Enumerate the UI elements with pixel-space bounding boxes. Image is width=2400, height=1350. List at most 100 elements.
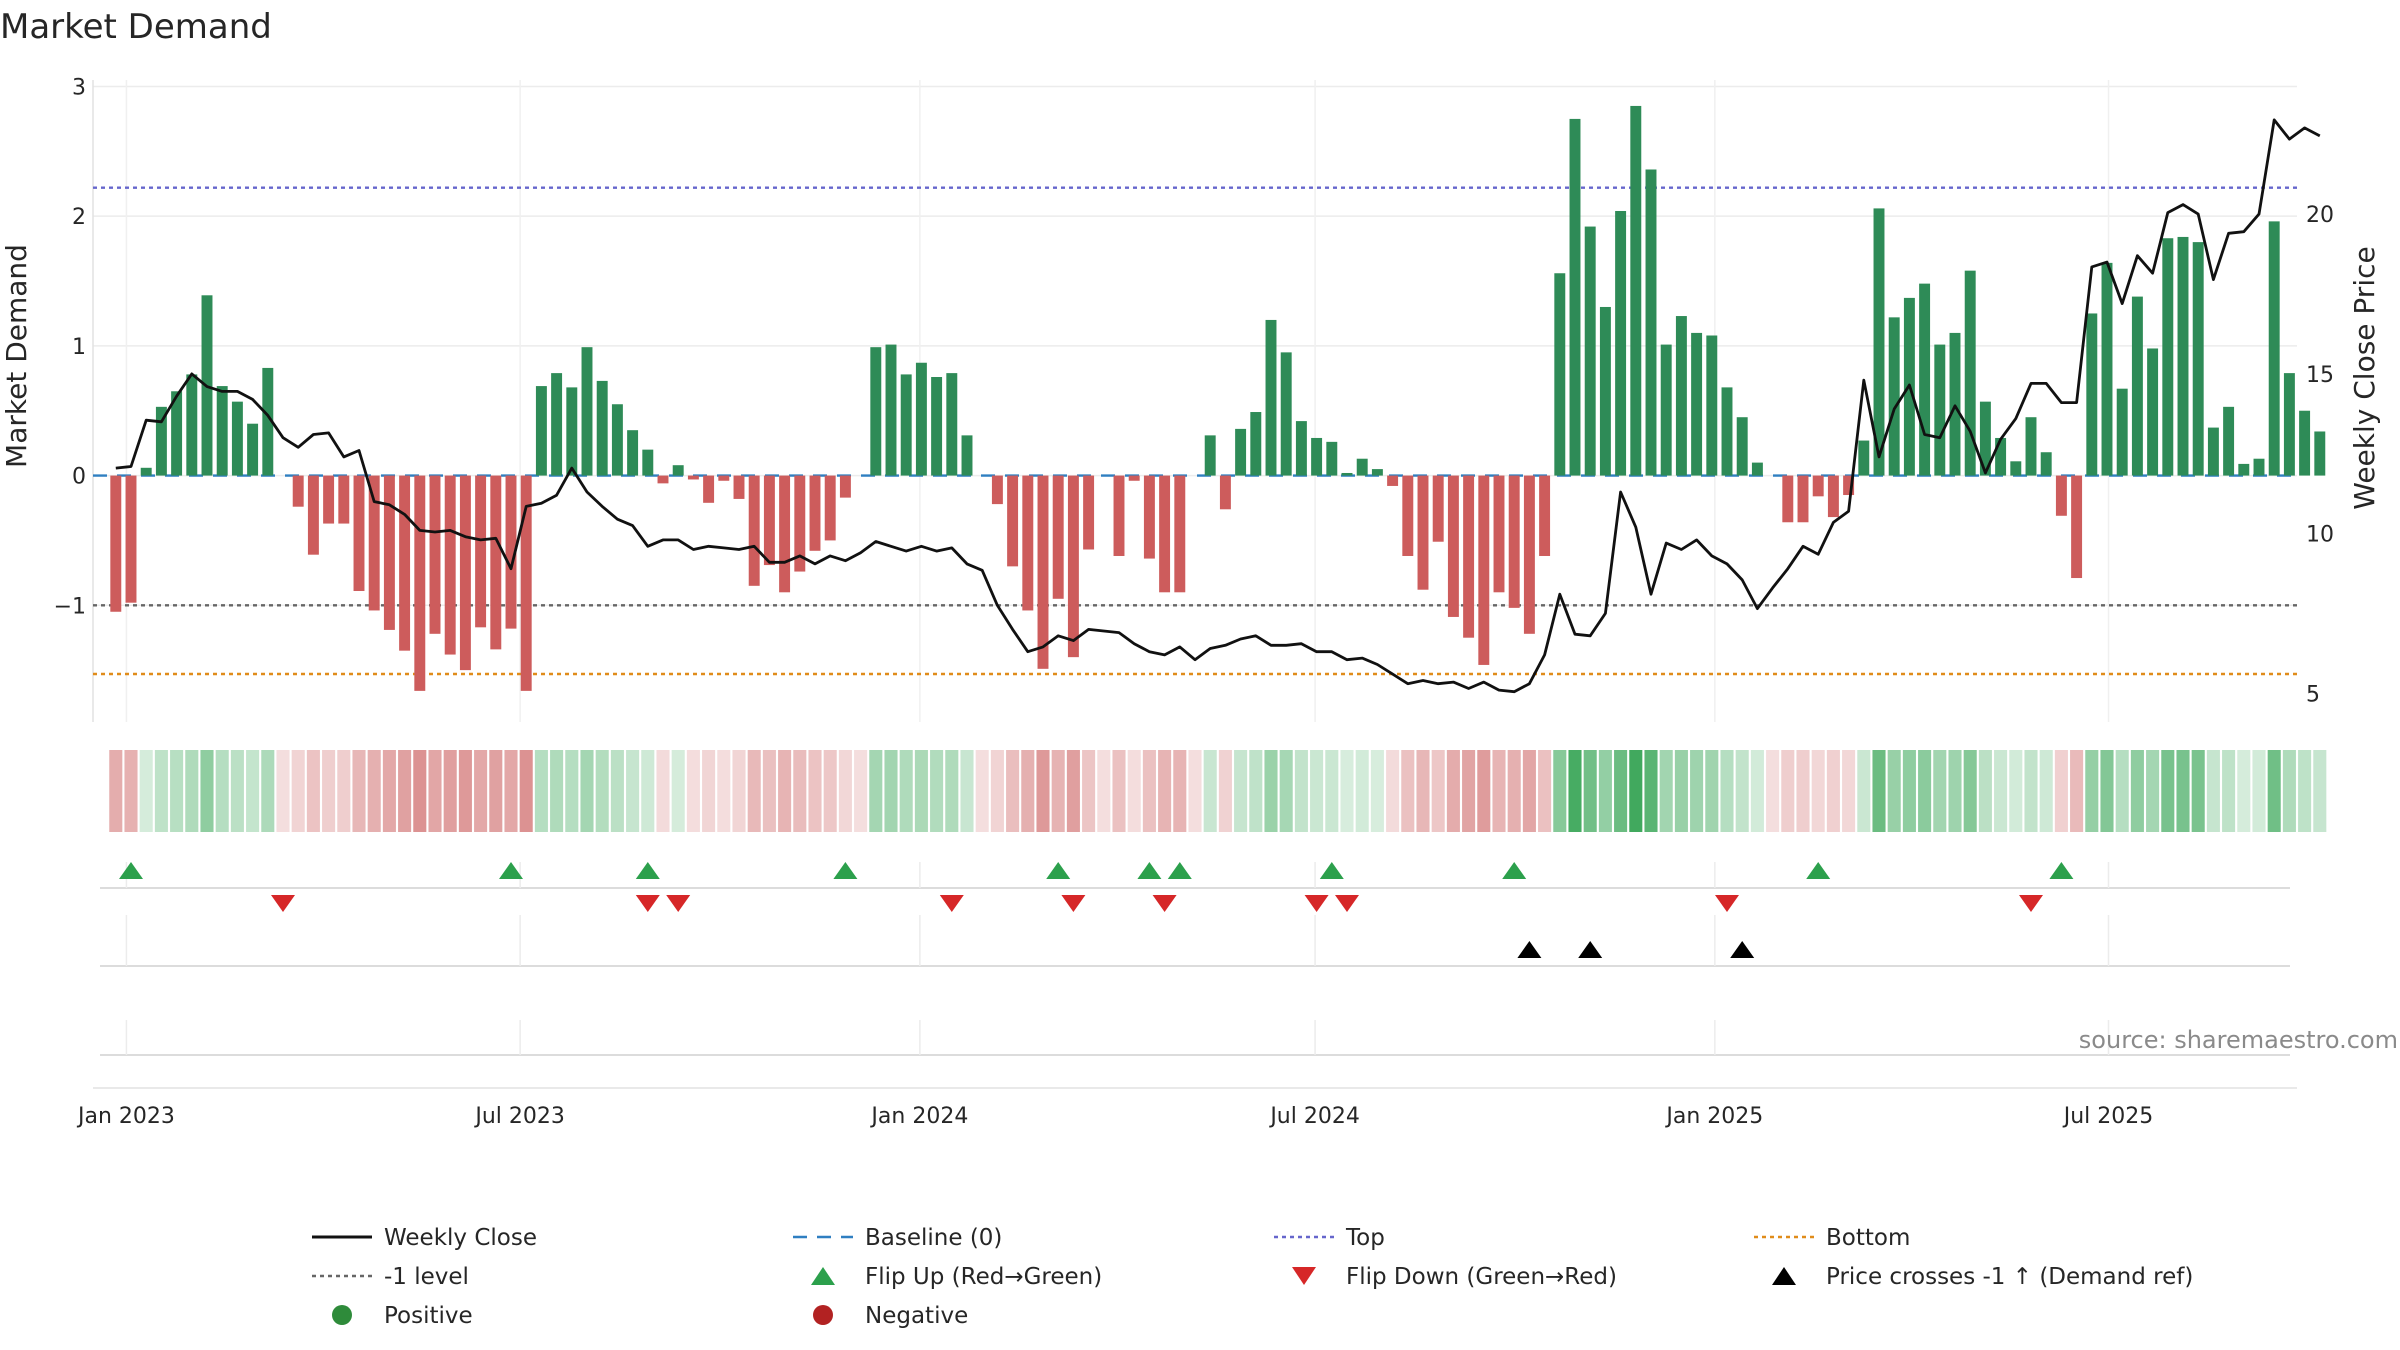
demand-bar-37 xyxy=(672,465,684,476)
demand-bar-104 xyxy=(1691,332,1703,476)
demand-heat-strip xyxy=(109,750,2327,832)
heat-cell-110 xyxy=(1781,750,1795,832)
heat-cell-142 xyxy=(2267,750,2281,832)
demand-bar-79 xyxy=(1311,437,1323,476)
demand-bar-125 xyxy=(2010,461,2022,476)
demand-bar-97 xyxy=(1584,226,1596,476)
demand-bar-116 xyxy=(1873,208,1885,476)
legend-swatch-6 xyxy=(1292,1267,1316,1285)
heat-cell-104 xyxy=(1690,750,1704,832)
heat-cell-0 xyxy=(109,750,123,832)
heat-cell-21 xyxy=(428,750,442,832)
heat-cell-123 xyxy=(1978,750,1992,832)
chart-title: Market Demand xyxy=(0,7,272,47)
heat-cell-97 xyxy=(1583,750,1597,832)
heat-cell-94 xyxy=(1538,750,1552,832)
heat-cell-103 xyxy=(1674,750,1688,832)
demand-bar-73 xyxy=(1219,475,1231,510)
demand-bar-91 xyxy=(1493,475,1505,593)
demand-bar-14 xyxy=(323,475,335,524)
heat-cell-106 xyxy=(1720,750,1734,832)
heat-cell-122 xyxy=(1963,750,1977,832)
heat-cell-11 xyxy=(276,750,290,832)
heat-cell-140 xyxy=(2237,750,2251,832)
heat-cell-102 xyxy=(1659,750,1673,832)
demand-bar-19 xyxy=(399,475,411,651)
heat-cell-121 xyxy=(1948,750,1962,832)
heat-cell-98 xyxy=(1598,750,1612,832)
y2-tick-label-3: 5 xyxy=(2306,682,2320,707)
legend-item-7: Price crosses -1 ↑ (Demand ref) xyxy=(1772,1264,2193,1290)
demand-bar-102 xyxy=(1660,344,1672,476)
heat-cell-72 xyxy=(1203,750,1217,832)
demand-bar-96 xyxy=(1569,118,1581,476)
heat-cell-13 xyxy=(306,750,320,832)
demand-bar-113 xyxy=(1827,475,1839,518)
demand-bar-139 xyxy=(2223,406,2235,476)
demand-bar-32 xyxy=(596,380,608,476)
demand-bar-98 xyxy=(1599,306,1611,476)
demand-bar-7 xyxy=(216,386,228,476)
heat-cell-55 xyxy=(945,750,959,832)
flip-up-marker-3 xyxy=(833,862,858,879)
heat-cell-100 xyxy=(1629,750,1643,832)
legend: Weekly Close Baseline (0) Top Bottom -1 leve… xyxy=(312,1225,2193,1329)
demand-bar-141 xyxy=(2253,458,2265,476)
flip-down-marker-6 xyxy=(1304,895,1329,912)
heat-cell-41 xyxy=(732,750,746,832)
demand-bar-28 xyxy=(535,386,547,476)
heat-cell-107 xyxy=(1735,750,1749,832)
heat-cell-61 xyxy=(1036,750,1050,832)
demand-bar-39 xyxy=(703,475,715,503)
demand-bar-21 xyxy=(429,475,441,634)
heat-cell-108 xyxy=(1750,750,1764,832)
demand-bar-69 xyxy=(1159,475,1171,593)
y-tick-label-4: −1 xyxy=(54,594,86,619)
demand-bar-20 xyxy=(414,475,426,691)
price-cross-marker-2 xyxy=(1730,941,1755,958)
heat-cell-113 xyxy=(1826,750,1840,832)
heat-cell-130 xyxy=(2085,750,2099,832)
weekly-close-line xyxy=(115,118,2321,694)
demand-bar-48 xyxy=(839,475,851,498)
flip-down-marker-4 xyxy=(1061,895,1086,912)
demand-bar-5 xyxy=(186,374,198,476)
demand-bar-22 xyxy=(444,475,456,655)
heat-cell-118 xyxy=(1902,750,1916,832)
demand-bar-64 xyxy=(1083,475,1095,550)
demand-bar-138 xyxy=(2207,427,2219,476)
demand-bar-126 xyxy=(2025,417,2037,476)
demand-bar-54 xyxy=(931,377,943,476)
demand-bar-1 xyxy=(125,475,137,603)
heat-cell-71 xyxy=(1188,750,1202,832)
heat-cell-82 xyxy=(1355,750,1369,832)
demand-bar-81 xyxy=(1341,472,1353,476)
demand-bar-24 xyxy=(475,475,487,628)
heat-cell-90 xyxy=(1477,750,1491,832)
demand-bar-94 xyxy=(1539,475,1551,556)
demand-bar-42 xyxy=(748,475,760,586)
heat-cell-5 xyxy=(185,750,199,832)
heat-cell-67 xyxy=(1127,750,1141,832)
legend-label-5: Flip Up (Red→Green) xyxy=(865,1264,1102,1290)
legend-label-4: -1 level xyxy=(384,1264,469,1290)
demand-bar-63 xyxy=(1067,475,1079,658)
demand-bar-134 xyxy=(2147,348,2159,476)
heat-cell-88 xyxy=(1446,750,1460,832)
demand-bar-131 xyxy=(2101,262,2113,476)
demand-bar-68 xyxy=(1143,475,1155,559)
demand-bar-67 xyxy=(1128,475,1140,481)
heat-cell-59 xyxy=(1006,750,1020,832)
heat-cell-133 xyxy=(2130,750,2144,832)
legend-item-2: Top xyxy=(1274,1225,1385,1251)
heat-cell-31 xyxy=(580,750,594,832)
demand-bar-85 xyxy=(1402,475,1414,556)
demand-bar-103 xyxy=(1675,316,1687,476)
demand-bar-129 xyxy=(2071,475,2083,579)
heat-cell-116 xyxy=(1872,750,1886,832)
heat-cell-99 xyxy=(1614,750,1628,832)
demand-bar-110 xyxy=(1782,475,1794,523)
flip-down-marker-8 xyxy=(1715,895,1739,912)
heat-cell-44 xyxy=(778,750,792,832)
